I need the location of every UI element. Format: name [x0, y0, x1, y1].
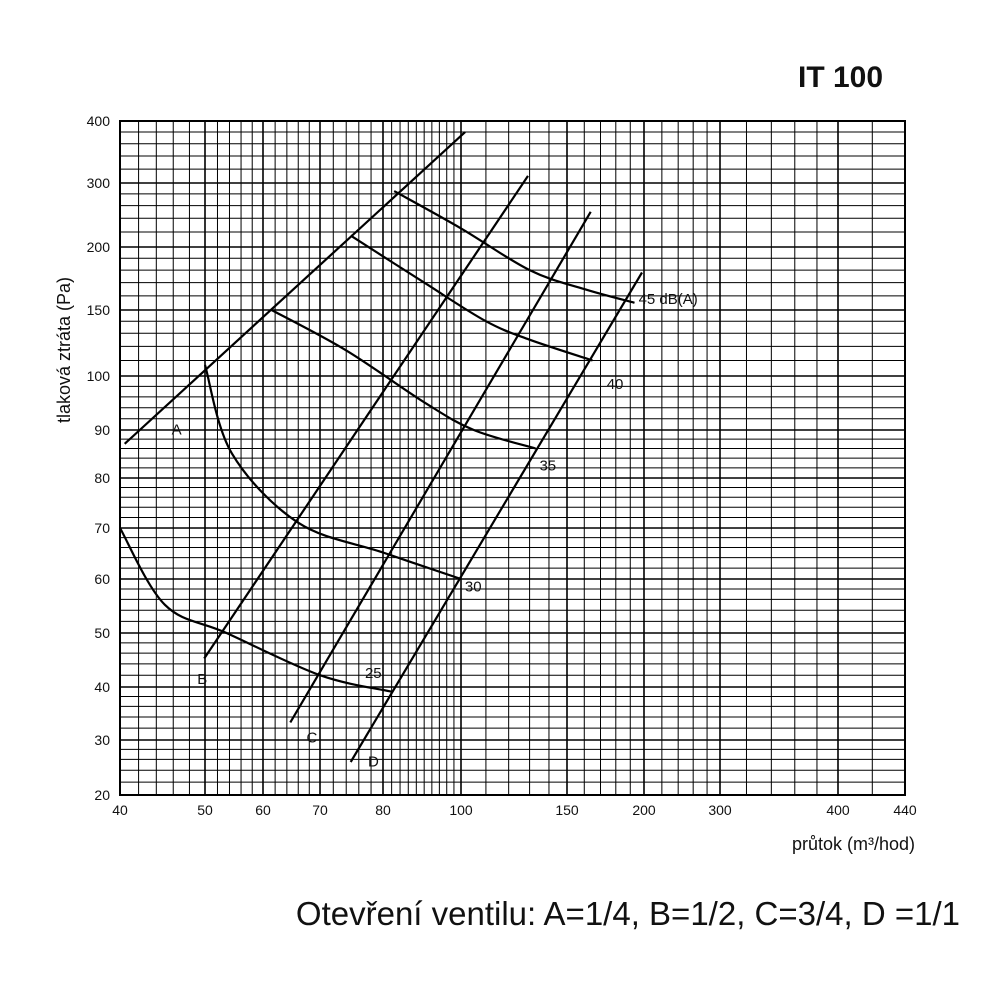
series-label: 35 [539, 457, 556, 474]
series-label: 45 dB(A) [639, 291, 698, 308]
series-label: B [197, 671, 207, 688]
y-tick-label: 100 [87, 368, 111, 384]
y-tick-label: 80 [94, 470, 110, 486]
y-tick-label: 30 [94, 732, 110, 748]
valve-lines [123, 131, 643, 763]
x-axis-title: průtok (m³/hod) [792, 834, 915, 854]
y-tick-label: 150 [87, 302, 111, 318]
valve-line-c [289, 211, 592, 723]
y-tick-label: 20 [94, 787, 110, 803]
noise-curves [119, 190, 635, 693]
x-tick-label: 80 [375, 802, 391, 818]
noise-curve-30 [203, 364, 462, 581]
x-tick-label: 150 [555, 802, 579, 818]
y-tick-label: 400 [87, 113, 111, 129]
series-label: D [368, 753, 379, 770]
valve-line-b [203, 175, 529, 660]
x-tick-label: 200 [632, 802, 656, 818]
noise-curve-45 [393, 190, 635, 304]
caption: Otevření ventilu: A=1/4, B=1/2, C=3/4, D… [296, 895, 960, 932]
y-tick-label: 90 [94, 422, 110, 438]
y-tick-labels: 20 30 40 50 60 70 80 90 100 150 200 300 400 [87, 113, 111, 803]
series-label: A [172, 422, 182, 439]
y-axis-title: tlaková ztráta (Pa) [54, 277, 74, 423]
series-label: 25 [365, 665, 382, 682]
x-tick-labels: 40 50 60 70 80 100 150 200 300 400 440 [112, 802, 917, 818]
grid [119, 120, 906, 796]
noise-curve-35 [271, 309, 536, 450]
x-tick-label: 60 [255, 802, 271, 818]
y-tick-label: 50 [94, 625, 110, 641]
x-tick-label: 100 [449, 802, 473, 818]
x-tick-label: 400 [826, 802, 850, 818]
x-tick-label: 50 [197, 802, 213, 818]
y-tick-label: 40 [94, 679, 110, 695]
y-tick-label: 200 [87, 239, 111, 255]
valve-line-a [123, 131, 466, 445]
x-tick-label: 40 [112, 802, 128, 818]
x-tick-label: 70 [312, 802, 328, 818]
series-label: C [307, 729, 318, 746]
x-tick-label: 440 [893, 802, 917, 818]
valve-line-d [349, 271, 643, 763]
series-label: 30 [465, 579, 482, 596]
noise-curve-25 [119, 527, 392, 693]
series-labels: A B C D 25 30 35 40 45 dB(A) [172, 291, 698, 770]
y-tick-label: 60 [94, 571, 110, 587]
noise-curve-40 [350, 234, 593, 362]
y-tick-label: 70 [94, 520, 110, 536]
x-tick-label: 300 [708, 802, 732, 818]
chart-title: IT 100 [798, 61, 883, 94]
y-tick-label: 300 [87, 175, 111, 191]
series-label: 40 [607, 376, 624, 393]
